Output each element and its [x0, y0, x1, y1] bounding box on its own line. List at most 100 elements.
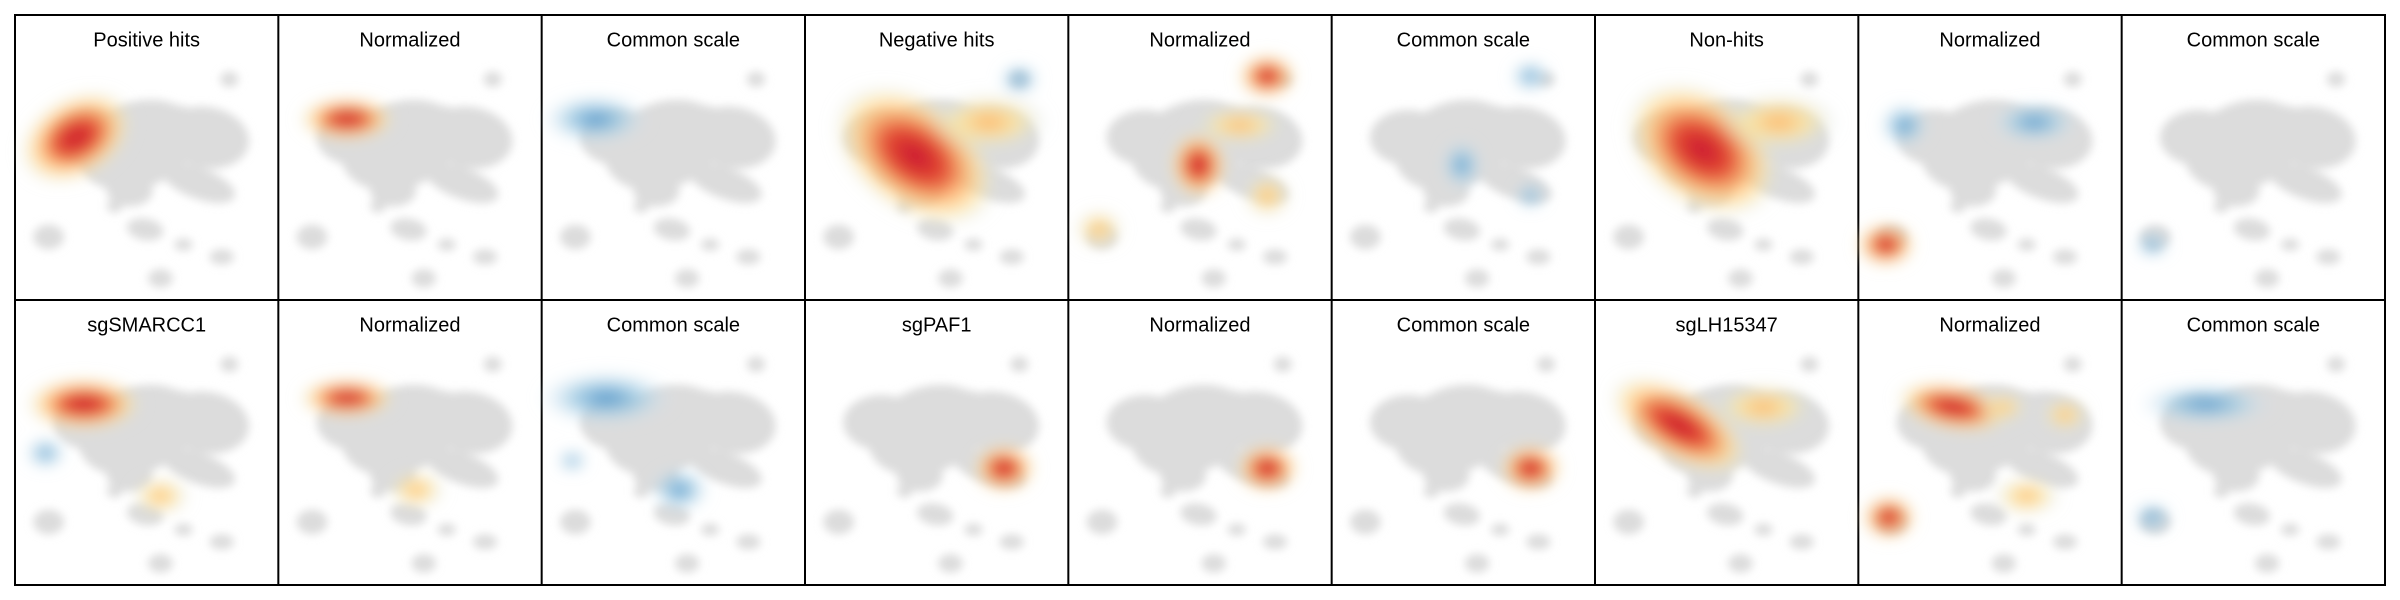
cluster — [209, 534, 234, 550]
panel: Normalized — [277, 299, 542, 585]
panel: Common scale — [1330, 299, 1595, 585]
panel-title: Common scale — [1397, 314, 1530, 336]
cluster — [1217, 391, 1303, 454]
panel: sgLH15347 — [1594, 299, 1859, 585]
panel-title: Positive hits — [93, 29, 200, 51]
cluster — [1800, 71, 1819, 87]
embedding — [2132, 356, 2356, 573]
density-spot — [1856, 222, 1916, 267]
cluster — [823, 224, 854, 250]
cluster — [220, 356, 239, 372]
density-spot — [2135, 232, 2170, 257]
cluster — [1950, 175, 1997, 207]
cluster — [427, 106, 513, 169]
cluster — [2233, 503, 2270, 526]
cluster — [1789, 534, 1814, 550]
cluster — [560, 224, 591, 250]
embedding — [1613, 71, 1840, 288]
density-spot — [1709, 382, 1818, 432]
density-spot — [1992, 476, 2062, 516]
density — [972, 443, 1036, 493]
cluster — [174, 523, 193, 536]
density — [298, 97, 397, 142]
cluster — [689, 448, 762, 488]
cluster — [1350, 509, 1381, 535]
density-spot — [541, 94, 650, 144]
cluster — [1526, 249, 1551, 265]
cluster — [425, 163, 499, 203]
panel-title: Normalized — [1149, 29, 1250, 51]
embedding — [823, 64, 1050, 288]
embedding — [1074, 54, 1303, 288]
panel: Negative hits — [804, 15, 1050, 300]
cluster — [1742, 448, 1816, 488]
embedding — [541, 71, 776, 288]
cluster — [633, 200, 649, 213]
cluster — [999, 534, 1024, 550]
cluster — [2213, 485, 2229, 498]
cluster — [700, 238, 720, 251]
panel: Normalized — [1067, 299, 1332, 585]
cluster — [220, 71, 239, 87]
embedding — [25, 356, 249, 573]
cluster — [938, 554, 963, 573]
panel-title: sgSMARCC1 — [87, 314, 206, 336]
density — [1862, 380, 2090, 540]
panel-title: Normalized — [359, 29, 460, 51]
cluster — [425, 448, 499, 488]
density-spot — [2132, 502, 2172, 533]
density — [1608, 375, 1818, 477]
panel-title: Non-hits — [1689, 29, 1763, 51]
cluster — [174, 238, 193, 251]
cluster — [2254, 554, 2280, 573]
embedding — [19, 71, 249, 288]
cluster — [296, 224, 328, 250]
cluster — [964, 238, 983, 251]
cluster — [1950, 485, 1966, 498]
cluster — [999, 249, 1024, 265]
cluster — [2005, 448, 2079, 488]
cluster — [1180, 503, 1217, 526]
cluster — [1950, 200, 1966, 213]
cluster — [964, 523, 983, 536]
embedding — [1350, 61, 1566, 288]
panel-title: Common scale — [2187, 314, 2320, 336]
cluster — [896, 460, 943, 492]
cluster — [674, 269, 700, 288]
cluster — [2269, 163, 2342, 203]
cluster — [1201, 269, 1227, 288]
cluster — [2052, 249, 2078, 265]
cluster — [690, 391, 776, 454]
panel-title: Normalized — [1939, 29, 2040, 51]
cluster — [1526, 534, 1551, 550]
cluster — [674, 554, 700, 573]
cluster — [1227, 238, 1246, 251]
cluster — [2326, 356, 2346, 372]
cluster — [1180, 218, 1217, 241]
density-spot — [1717, 92, 1840, 152]
cluster — [1464, 554, 1490, 573]
cluster — [2326, 71, 2346, 87]
panel-title: sgLH15347 — [1676, 314, 1778, 336]
panel: Normalized — [277, 15, 513, 300]
cluster — [1991, 554, 2017, 573]
cluster — [427, 391, 513, 454]
cluster — [2052, 534, 2078, 550]
cluster — [736, 534, 761, 550]
cluster — [163, 391, 249, 454]
panel: Normalized — [1857, 299, 2122, 585]
density-spot — [386, 470, 446, 510]
embedding — [823, 356, 1039, 573]
density — [1074, 54, 1297, 249]
cluster — [1480, 391, 1566, 454]
density — [831, 64, 1050, 228]
cluster — [1490, 523, 1510, 536]
panel-title: Common scale — [1397, 29, 1530, 51]
cluster — [689, 163, 762, 203]
cluster — [823, 509, 854, 535]
panel-title: Negative hits — [879, 29, 995, 51]
cluster — [106, 175, 153, 207]
panel: Common scale — [537, 299, 806, 585]
cluster — [1991, 269, 2017, 288]
